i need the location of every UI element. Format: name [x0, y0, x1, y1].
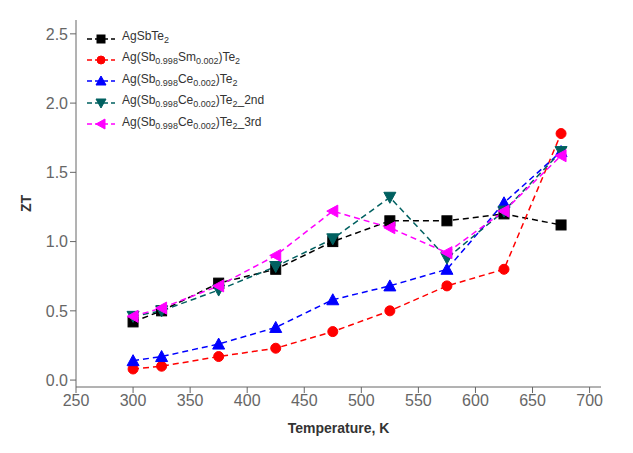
- html-text:Ag(Sb0.998Ce0.002)Te2_2nd: Ag(Sb0.998Ce0.002)Te2_2nd: [122, 93, 265, 110]
- svg-text:450: 450: [291, 392, 318, 409]
- html-text:Ag(Sb0.998Ce0.002)Te2_3rd: Ag(Sb0.998Ce0.002)Te2_3rd: [122, 114, 262, 131]
- svg-text:ZT: ZT: [18, 195, 34, 213]
- svg-text:250: 250: [63, 392, 90, 409]
- html-text:Ag(Sb0.998Ce0.002)Te2: Ag(Sb0.998Ce0.002)Te2: [122, 71, 238, 89]
- svg-text:2.0: 2.0: [46, 95, 68, 112]
- svg-text:400: 400: [234, 392, 261, 409]
- svg-text:650: 650: [519, 392, 546, 409]
- svg-text:0.5: 0.5: [46, 303, 68, 320]
- svg-text:500: 500: [348, 392, 375, 409]
- svg-text:1.5: 1.5: [46, 164, 68, 181]
- svg-text:2.5: 2.5: [46, 26, 68, 43]
- svg-text:Temperature, K: Temperature, K: [288, 420, 390, 436]
- svg-text:300: 300: [120, 392, 147, 409]
- svg-text:700: 700: [576, 392, 603, 409]
- svg-text:0.0: 0.0: [46, 372, 68, 389]
- svg-text:600: 600: [462, 392, 489, 409]
- html-text:AgSbTe2: AgSbTe2: [122, 29, 169, 46]
- svg-text:550: 550: [405, 392, 432, 409]
- svg-text:1.0: 1.0: [46, 233, 68, 250]
- svg-text:350: 350: [177, 392, 204, 409]
- html-text:Ag(Sb0.998Sm0.002)Te2: Ag(Sb0.998Sm0.002)Te2: [122, 50, 241, 67]
